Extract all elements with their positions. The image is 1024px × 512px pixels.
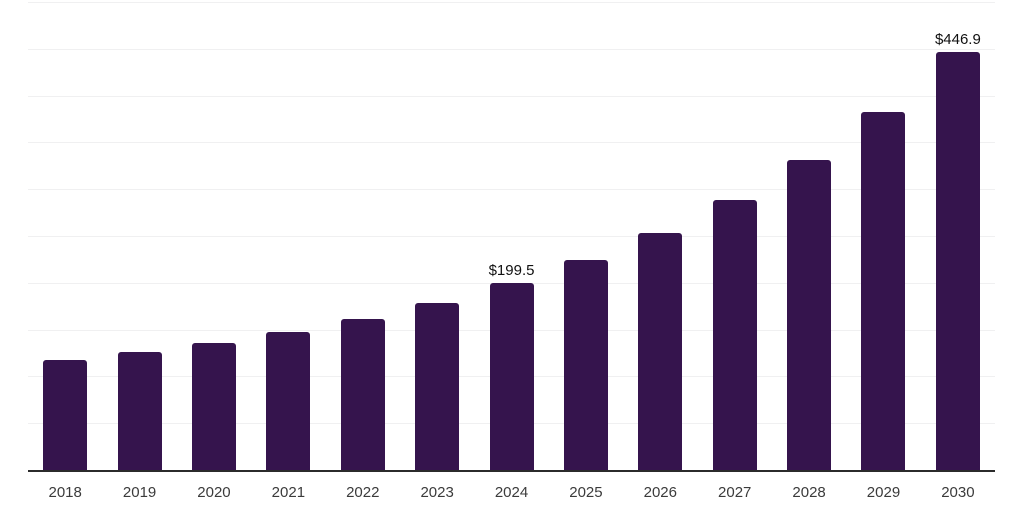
bar-group-2021 [251,2,325,470]
bar-2028 [787,160,832,470]
bar-2025 [563,260,608,470]
x-tick-label-2028: 2028 [792,484,826,501]
x-tick-label-2022: 2022 [346,484,380,501]
bar-group-2020 [177,2,251,470]
bar-group-2022 [326,2,400,470]
x-tick-label-2020: 2020 [197,484,231,501]
bar-2026 [638,232,683,470]
bar-group-2018 [28,2,102,470]
gridline [28,95,995,97]
bar-group-2025 [549,2,623,470]
x-tick-label-2019: 2019 [122,484,157,501]
bar-group-2028 [772,2,846,470]
x-tick-label-2023: 2023 [420,484,454,501]
bar-group-2024: $199.5 [474,2,548,470]
bar-2020 [191,342,236,470]
gridline [28,189,995,191]
bar-2029 [861,111,906,470]
bar-2021 [266,331,311,470]
bar-2018 [43,359,88,470]
bar-group-2027 [698,2,772,470]
x-tick-label-2025: 2025 [569,484,603,501]
bar-value-label-2030: $446.9 [934,30,981,48]
bar-2030 [935,51,980,470]
bar-group-2029 [846,2,920,470]
bar-2022 [340,318,385,470]
x-tick-label-2024: 2024 [494,484,529,501]
gridline [28,142,995,144]
x-tick-label-2026: 2026 [643,484,677,501]
x-tick-label-2030: 2030 [941,484,975,501]
plot-area: $199.5 $446.9 [28,2,995,472]
bar-group-2026 [623,2,697,470]
x-tick-label-2018: 2018 [48,484,82,501]
x-tick-label-2021: 2021 [271,484,306,501]
x-tick-label-2029: 2029 [866,484,901,501]
gridline [28,2,995,3]
x-axis-line [28,470,995,472]
bars-container: $199.5 $446.9 [28,2,995,470]
bar-group-2023 [400,2,474,470]
bar-group-2030: $446.9 [921,2,995,470]
gridline [28,236,995,237]
bar-value-label-2024: $199.5 [488,262,535,280]
bar-group-2019 [102,2,176,470]
x-axis-labels: 2018 2019 2020 2021 2022 2023 2024 2025 2026 2027… [28,484,995,502]
gridline [28,48,995,50]
bar-2023 [415,303,460,470]
bar-2019 [117,351,162,470]
x-tick-label-2027: 2027 [718,484,752,501]
bar-2027 [712,199,757,470]
bar-2024 [489,283,534,470]
